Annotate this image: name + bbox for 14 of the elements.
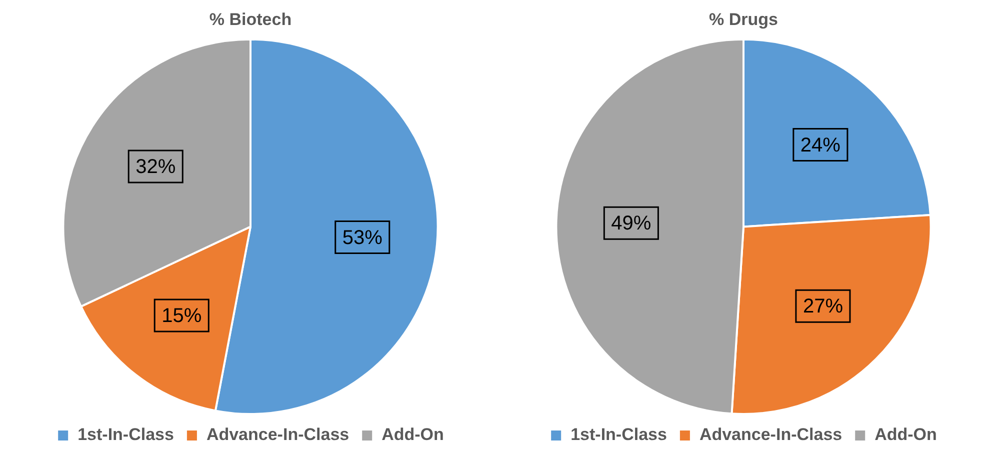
chart-title: % Biotech bbox=[209, 10, 292, 29]
legend-label: Advance-In-Class bbox=[699, 425, 842, 444]
data-label: 24% bbox=[800, 134, 841, 156]
legend-label: Add-On bbox=[382, 425, 444, 444]
data-label: 53% bbox=[342, 226, 383, 249]
chart-title: % Drugs bbox=[709, 10, 778, 29]
data-label: 15% bbox=[162, 305, 202, 328]
legend-label: 1st-In-Class bbox=[78, 425, 174, 444]
data-label: 49% bbox=[611, 212, 652, 235]
data-label: 32% bbox=[136, 156, 176, 178]
legend-label: Advance-In-Class bbox=[206, 425, 350, 444]
legend-label: 1st-In-Class bbox=[570, 425, 667, 444]
data-label: 27% bbox=[802, 296, 844, 318]
legend-label: Add-On bbox=[874, 425, 937, 444]
